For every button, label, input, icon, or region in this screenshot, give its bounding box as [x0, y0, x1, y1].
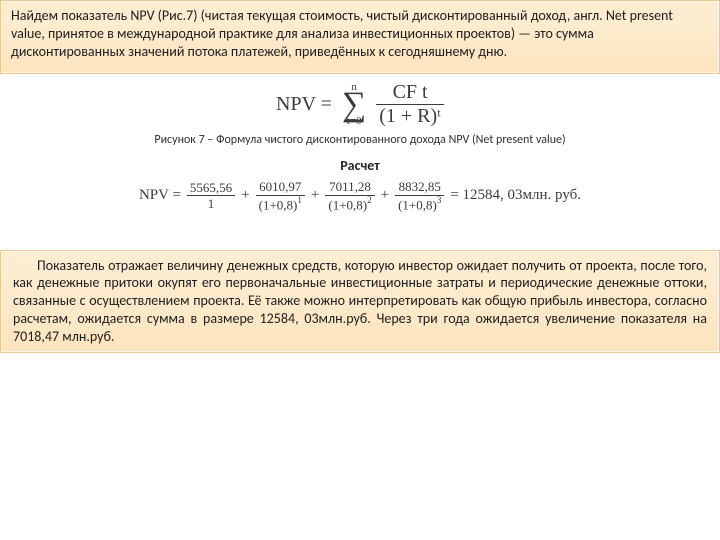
calc-term: 5565,56 1	[187, 181, 235, 211]
calc-term-den: (1+0,8)1	[256, 197, 305, 212]
plus-sign: +	[311, 187, 319, 204]
plus-sign: +	[241, 187, 249, 204]
calc-term-num: 8832,85	[396, 180, 444, 194]
formula-fraction: CF t (1 + R)ᵗ	[376, 82, 444, 127]
frac-num: CF t	[390, 82, 431, 103]
calc-lhs: NPV =	[139, 187, 181, 204]
calc-term-num: 6010,97	[256, 180, 304, 194]
calc-title: Расчет	[0, 157, 720, 174]
conclusion-text: Показатель отражает величину денежных ср…	[13, 257, 707, 347]
conclusion-box: Показатель отражает величину денежных ср…	[0, 250, 720, 354]
figure-caption: Рисунок 7 – Формула чистого дисконтирова…	[0, 133, 720, 147]
calc-term-num: 7011,28	[326, 180, 374, 194]
frac-den: (1 + R)ᵗ	[376, 106, 444, 127]
calc-term-den: (1+0,8)3	[395, 197, 444, 212]
calc-result: = 12584, 03млн. руб.	[450, 187, 581, 204]
calc-term: 7011,28 (1+0,8)2	[325, 180, 374, 212]
calc-term-den: (1+0,8)2	[325, 197, 374, 212]
calc-term-num: 5565,56	[187, 181, 235, 195]
calc-row: NPV = 5565,56 1 +6010,97 (1+0,8)1 +7011,28 (1+…	[0, 180, 720, 212]
formula-block: NPV = n ∑ t=0 CF t (1 + R)ᵗ	[0, 82, 720, 127]
sigma-symbol: ∑	[342, 91, 366, 118]
intro-text: Найдем показатель NPV (Рис.7) (чистая те…	[11, 7, 673, 60]
plus-sign: +	[381, 187, 389, 204]
sigma-lower: t=0	[347, 116, 362, 127]
intro-box: Найдем показатель NPV (Рис.7) (чистая те…	[0, 0, 720, 74]
sigma: n ∑ t=0	[342, 82, 366, 127]
formula-lhs: NPV =	[276, 93, 332, 116]
calc-term: 6010,97 (1+0,8)1	[256, 180, 305, 212]
calc-term-den: 1	[205, 197, 218, 211]
calc-term: 8832,85 (1+0,8)3	[395, 180, 444, 212]
